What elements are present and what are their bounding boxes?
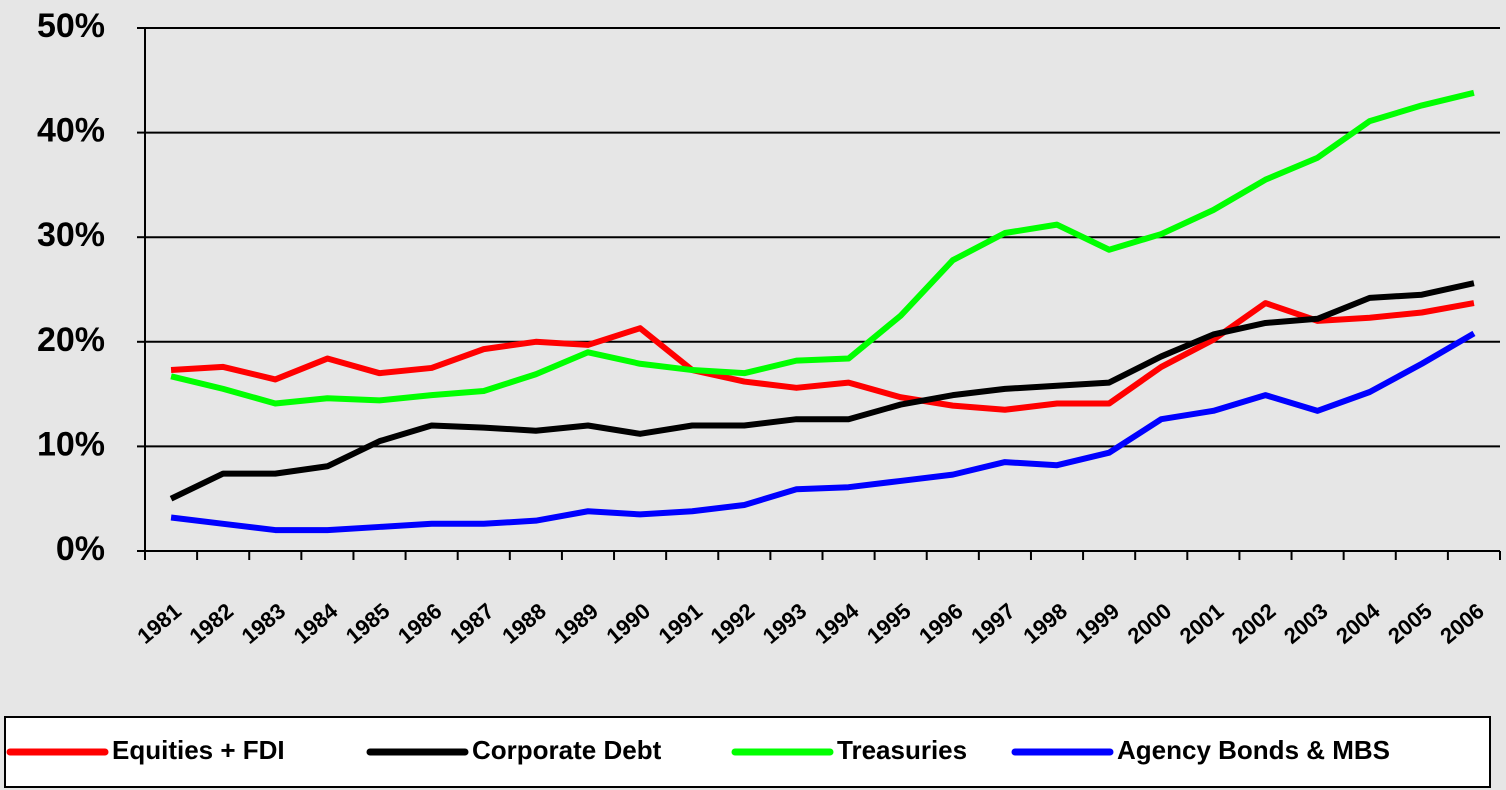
x-tick-label: 1982	[185, 598, 239, 649]
x-tick-label: 1999	[1071, 598, 1125, 649]
x-tick-label: 1998	[1018, 598, 1072, 649]
y-tick-label: 40%	[37, 112, 105, 150]
legend: Equities + FDI Corporate Debt Treasuries Ag…	[4, 716, 1491, 788]
x-tick-label: 2006	[1435, 598, 1489, 649]
x-tick-label: 1984	[289, 598, 343, 649]
x-tick-label: 1991	[654, 598, 708, 649]
x-tick-label: 1997	[966, 598, 1020, 649]
y-tick-label: 0%	[56, 530, 105, 568]
x-tick-label: 1985	[341, 598, 395, 649]
x-tick-label: 2005	[1383, 598, 1437, 649]
x-tick-label: 1996	[914, 598, 968, 649]
y-tick-label: 20%	[37, 321, 105, 359]
x-tick-label: 2004	[1331, 598, 1385, 649]
y-tick-label: 50%	[37, 7, 105, 45]
legend-label: Equities + FDI	[112, 735, 285, 765]
x-tick-label: 1994	[810, 598, 864, 649]
x-tick-label: 1990	[601, 598, 655, 649]
x-tick-label: 1992	[706, 598, 760, 649]
x-tick-label: 2001	[1175, 598, 1229, 649]
y-tick-label: 30%	[37, 216, 105, 254]
series-line	[170, 330, 1476, 534]
series-line	[170, 300, 1475, 413]
x-tick-label: 1983	[237, 598, 291, 649]
legend-label: Corporate Debt	[472, 735, 662, 765]
legend-label: Treasuries	[837, 735, 967, 765]
x-tick-label: 1989	[549, 598, 603, 649]
x-tick-label: 1981	[132, 598, 186, 649]
legend-label: Agency Bonds & MBS	[1117, 735, 1390, 765]
x-tick-label: 1995	[862, 598, 916, 649]
x-tick-label: 1988	[497, 598, 551, 649]
x-tick-label: 1987	[445, 598, 499, 649]
x-tick-label: 1993	[758, 598, 812, 649]
x-tick-label: 2003	[1279, 598, 1333, 649]
y-tick-label: 10%	[37, 425, 105, 463]
series-line	[170, 89, 1475, 407]
x-tick-label: 2000	[1123, 598, 1177, 649]
series-line	[169, 280, 1475, 502]
x-tick-label: 1986	[393, 598, 447, 649]
x-tick-label: 2002	[1227, 598, 1281, 649]
